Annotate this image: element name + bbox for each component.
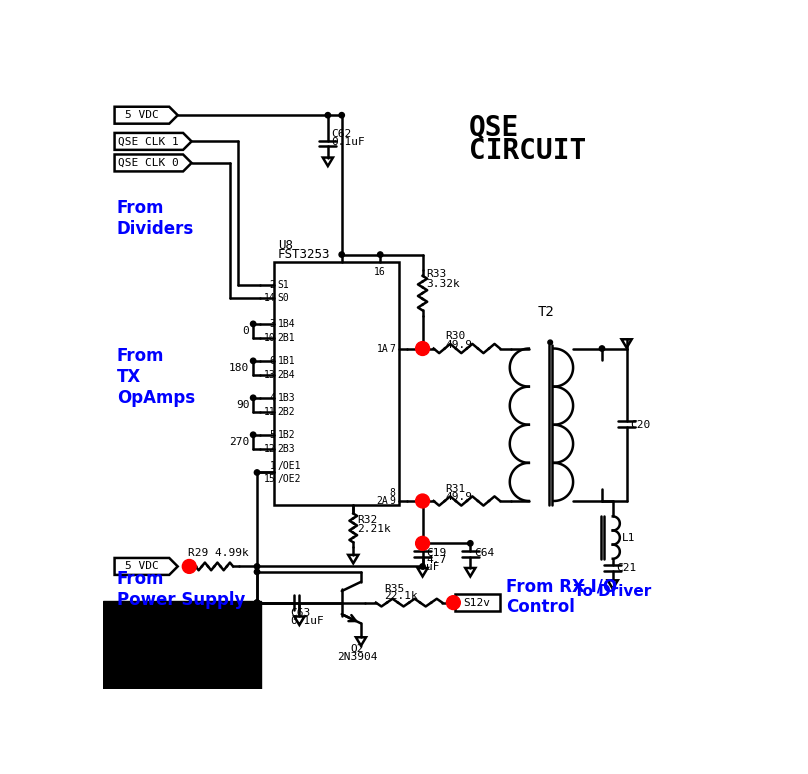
Circle shape — [255, 563, 259, 569]
Text: 2B2: 2B2 — [278, 406, 296, 416]
Circle shape — [420, 563, 425, 569]
Text: R32: R32 — [357, 515, 377, 526]
Text: 8: 8 — [389, 488, 396, 498]
Text: 5 VDC: 5 VDC — [125, 110, 159, 120]
Circle shape — [377, 252, 383, 257]
Circle shape — [255, 600, 259, 605]
Text: 14: 14 — [263, 293, 276, 303]
Text: 180: 180 — [229, 363, 250, 373]
Text: uF: uF — [427, 562, 440, 572]
Text: R29 4.99k: R29 4.99k — [187, 547, 249, 557]
Circle shape — [548, 340, 553, 344]
Text: 22.1k: 22.1k — [384, 591, 418, 601]
Text: 1B4: 1B4 — [278, 319, 296, 329]
Text: 4.7: 4.7 — [427, 555, 447, 565]
Circle shape — [183, 560, 196, 574]
Circle shape — [339, 252, 344, 257]
Circle shape — [600, 346, 604, 351]
Text: 10: 10 — [263, 333, 276, 343]
Circle shape — [415, 341, 430, 355]
Text: U8: U8 — [278, 239, 292, 252]
Text: 270: 270 — [229, 437, 250, 447]
Text: L1: L1 — [622, 533, 636, 543]
Circle shape — [339, 112, 344, 118]
Text: C20: C20 — [630, 420, 650, 430]
Circle shape — [420, 540, 425, 546]
Text: C21: C21 — [617, 563, 637, 573]
Text: C64: C64 — [474, 547, 494, 557]
Text: From
Dividers: From Dividers — [117, 199, 194, 238]
Text: 2B3: 2B3 — [278, 444, 296, 454]
Text: 49.9: 49.9 — [446, 340, 473, 350]
Text: 0.1uF: 0.1uF — [332, 137, 365, 147]
Text: C19: C19 — [427, 547, 447, 557]
Text: 5 VDC: 5 VDC — [125, 561, 159, 571]
Text: 11: 11 — [263, 406, 276, 416]
Circle shape — [250, 432, 256, 437]
Text: QSE: QSE — [469, 114, 519, 142]
Text: S1: S1 — [278, 280, 289, 290]
Circle shape — [447, 596, 461, 610]
Text: C62: C62 — [332, 129, 352, 139]
Text: 9: 9 — [389, 496, 396, 506]
Text: S12v: S12v — [464, 598, 490, 608]
Circle shape — [250, 321, 256, 327]
Text: CIRCUIT: CIRCUIT — [469, 137, 586, 165]
Text: QSE CLK 0: QSE CLK 0 — [119, 158, 179, 168]
Text: C63: C63 — [290, 608, 310, 618]
Text: 5: 5 — [270, 430, 276, 440]
Circle shape — [415, 536, 430, 550]
Text: 4: 4 — [270, 392, 276, 402]
Text: 1A: 1A — [377, 344, 388, 354]
Text: 2.21k: 2.21k — [357, 524, 391, 534]
Text: To Driver: To Driver — [574, 584, 651, 599]
Text: 2B4: 2B4 — [278, 370, 296, 380]
Text: 3.32k: 3.32k — [427, 279, 461, 289]
Text: From RX I/O
Control: From RX I/O Control — [506, 577, 617, 616]
Text: Q2: Q2 — [351, 644, 364, 654]
Text: R33: R33 — [427, 269, 447, 279]
Text: 1B2: 1B2 — [278, 430, 296, 440]
Text: 2: 2 — [270, 280, 276, 290]
Circle shape — [250, 395, 256, 400]
Text: From
TX
OpAmps: From TX OpAmps — [117, 347, 195, 406]
Text: S0: S0 — [278, 293, 289, 303]
Text: 15: 15 — [263, 474, 276, 485]
Circle shape — [468, 540, 473, 546]
Circle shape — [255, 470, 259, 475]
Text: 6: 6 — [270, 356, 276, 366]
Text: R35: R35 — [384, 584, 404, 594]
Circle shape — [250, 358, 256, 364]
Text: 90: 90 — [236, 399, 250, 409]
Text: 49.9: 49.9 — [446, 492, 473, 502]
Text: 2A: 2A — [377, 496, 388, 506]
Text: R31: R31 — [446, 484, 466, 494]
Text: /OE1: /OE1 — [278, 461, 301, 471]
Text: 2N3904: 2N3904 — [337, 652, 377, 663]
Text: FST3253: FST3253 — [278, 248, 330, 261]
Text: 0: 0 — [242, 326, 250, 336]
Text: 3: 3 — [270, 319, 276, 329]
Circle shape — [325, 112, 330, 118]
Text: 0.1uF: 0.1uF — [290, 616, 324, 626]
Text: 16: 16 — [374, 266, 385, 276]
Text: 12: 12 — [263, 444, 276, 454]
Text: T2: T2 — [538, 305, 555, 320]
Bar — [103, 601, 261, 689]
Text: 1: 1 — [270, 461, 276, 471]
Text: From
Power Supply: From Power Supply — [117, 570, 246, 609]
Text: 13: 13 — [263, 370, 276, 380]
Circle shape — [255, 569, 259, 574]
Text: 1B1: 1B1 — [278, 356, 296, 366]
Text: /OE2: /OE2 — [278, 474, 301, 485]
Text: 7: 7 — [389, 344, 396, 354]
Text: QSE CLK 1: QSE CLK 1 — [119, 136, 179, 146]
Bar — [274, 262, 399, 505]
Text: 1B3: 1B3 — [278, 392, 296, 402]
Text: 2B1: 2B1 — [278, 333, 296, 343]
Circle shape — [415, 494, 430, 508]
Text: R30: R30 — [446, 331, 466, 341]
Bar — [455, 594, 499, 611]
Circle shape — [255, 600, 259, 605]
